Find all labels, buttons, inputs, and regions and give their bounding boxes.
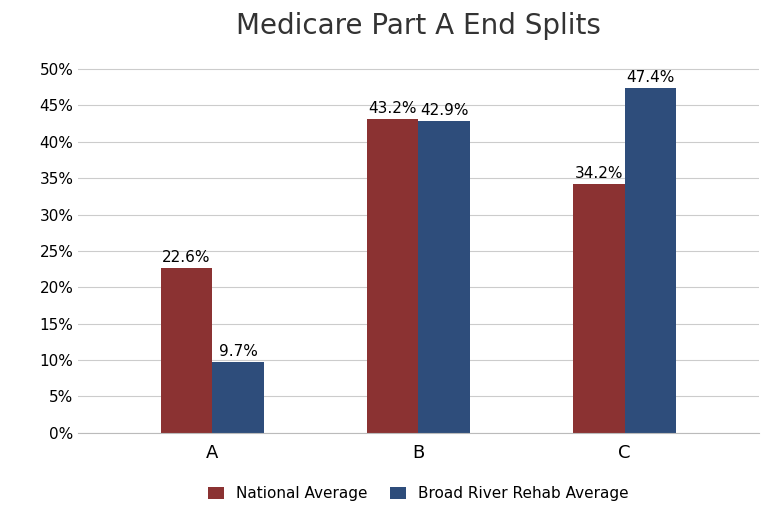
Bar (367, 119, 418, 433)
Bar (212, 362, 264, 433)
Text: 22.6%: 22.6% (162, 250, 210, 265)
Text: 9.7%: 9.7% (218, 344, 257, 359)
Bar (625, 88, 676, 433)
Bar (160, 268, 212, 433)
Bar (573, 184, 625, 433)
Text: 34.2%: 34.2% (575, 166, 623, 181)
Bar (418, 121, 470, 433)
Text: 43.2%: 43.2% (368, 101, 417, 116)
Title: Medicare Part A End Splits: Medicare Part A End Splits (236, 12, 601, 40)
Text: 47.4%: 47.4% (626, 70, 675, 85)
Legend: National Average, Broad River Rehab Average: National Average, Broad River Rehab Aver… (208, 487, 629, 501)
Text: 42.9%: 42.9% (420, 103, 468, 118)
